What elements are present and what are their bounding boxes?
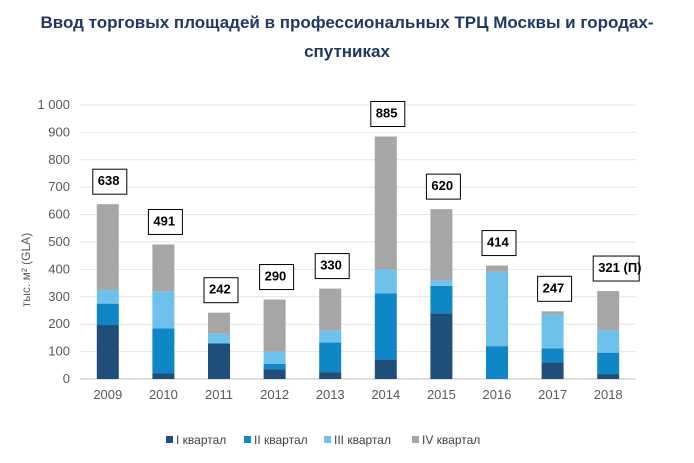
total-label: 491 <box>153 213 175 228</box>
y-tick-label: 600 <box>48 207 70 222</box>
bar-segment <box>96 325 119 379</box>
chart-title-line-1: Ввод торговых площадей в профессиональны… <box>40 13 654 32</box>
bar-segment <box>152 373 175 379</box>
total-labels: 638 491 242 290 330 885 620 414 247 321 (П) <box>92 101 642 304</box>
x-tick-label: 2018 <box>594 387 623 402</box>
bar-segment <box>430 313 453 379</box>
total-label: 414 <box>487 235 509 250</box>
total-label-box <box>147 208 183 235</box>
total-label-box <box>259 264 295 291</box>
legend-swatch <box>166 436 173 443</box>
total-label: 321 (П) <box>598 260 641 275</box>
y-tick-label: 700 <box>48 179 70 194</box>
bar-segment <box>208 312 230 334</box>
x-tick-label: 2011 <box>205 387 233 402</box>
y-tick-label: 200 <box>48 316 70 331</box>
y-tick-label: 300 <box>48 289 70 304</box>
total-label-box <box>370 101 406 128</box>
bar-segment <box>486 265 508 272</box>
x-tick-label: 2017 <box>538 387 567 402</box>
legend-label: IV квартал <box>422 433 480 447</box>
x-tick-label: 2015 <box>427 387 456 402</box>
x-tick-label: 2010 <box>149 387 178 402</box>
bar-segment <box>597 352 620 375</box>
bar-segment <box>263 351 286 364</box>
total-label-box <box>92 168 128 195</box>
legend-label: II квартал <box>254 433 308 447</box>
bar-segment <box>263 299 286 352</box>
total-label-box <box>481 230 517 257</box>
y-tick-label: 800 <box>48 152 70 167</box>
x-tick-label: 2013 <box>316 387 345 402</box>
legend-label: III квартал <box>334 433 391 447</box>
bar-segment <box>541 314 564 349</box>
bar-segment <box>541 311 564 315</box>
y-axis-label: тыс. м² (GLA) <box>19 233 33 307</box>
y-tick-label: 900 <box>48 124 70 139</box>
bar-segment <box>541 362 564 379</box>
y-tick-label: 1 000 <box>37 97 70 112</box>
bar-segment <box>96 289 119 304</box>
bar-segment <box>319 372 342 379</box>
total-label-box <box>425 173 461 200</box>
bar-segment <box>152 291 175 329</box>
y-tick-label: 100 <box>48 344 70 359</box>
bar-segment <box>430 280 453 286</box>
legend: I квартал II квартал III квартал IV квартал <box>166 433 480 447</box>
bar-segment <box>263 369 286 379</box>
bar-segment <box>486 346 508 379</box>
bar-segment <box>597 330 620 353</box>
bar-segment <box>319 330 342 343</box>
total-label-box <box>537 275 573 302</box>
bars <box>96 136 620 379</box>
bar-segment <box>319 288 342 331</box>
total-label: 330 <box>320 258 342 273</box>
bar-segment <box>96 204 119 290</box>
bar-segment <box>597 291 620 331</box>
x-tick-label: 2014 <box>371 387 400 402</box>
total-label: 242 <box>209 282 231 297</box>
bar-segment <box>208 343 230 379</box>
bar-segment <box>208 333 230 344</box>
legend-swatch <box>244 436 251 443</box>
chart-title-line-2: спутниках <box>304 42 390 61</box>
bar-segment <box>430 209 453 281</box>
y-tick-label: 0 <box>63 371 70 386</box>
bar-segment <box>96 303 119 326</box>
x-tick-label: 2016 <box>483 387 512 402</box>
y-tick-label: 400 <box>48 261 70 276</box>
chart-title: Ввод торговых площадей в профессиональны… <box>0 8 694 66</box>
total-label: 638 <box>98 173 120 188</box>
bar-segment <box>374 136 397 270</box>
bar-segment <box>430 285 453 314</box>
bar-segment <box>486 271 508 347</box>
total-label-box <box>314 253 350 280</box>
total-label-box <box>203 277 239 304</box>
bar-segment <box>152 244 175 292</box>
bar-segment <box>374 293 397 360</box>
total-label: 290 <box>265 269 287 284</box>
y-axis: 0 100 200 300 400 500 600 700 800 900 1 000 <box>37 97 70 386</box>
x-axis: 2009 2010 2011 2012 2013 2014 2015 2016 2017 2018 <box>93 387 622 402</box>
total-label: 620 <box>431 178 453 193</box>
legend-swatch <box>324 436 331 443</box>
bar-segment <box>374 269 397 294</box>
total-label-box <box>592 255 640 282</box>
bar-segment <box>263 363 286 370</box>
bar-segment <box>597 374 620 379</box>
legend-label: I квартал <box>176 433 226 447</box>
x-tick-label: 2009 <box>93 387 122 402</box>
legend-swatch <box>412 436 419 443</box>
total-label: 247 <box>543 280 565 295</box>
bar-segment <box>541 348 564 363</box>
x-tick-label: 2012 <box>260 387 289 402</box>
bar-segment <box>319 342 342 373</box>
y-tick-label: 500 <box>48 234 70 249</box>
total-label: 885 <box>376 106 398 121</box>
bar-segment <box>374 359 397 379</box>
bar-segment <box>152 328 175 374</box>
